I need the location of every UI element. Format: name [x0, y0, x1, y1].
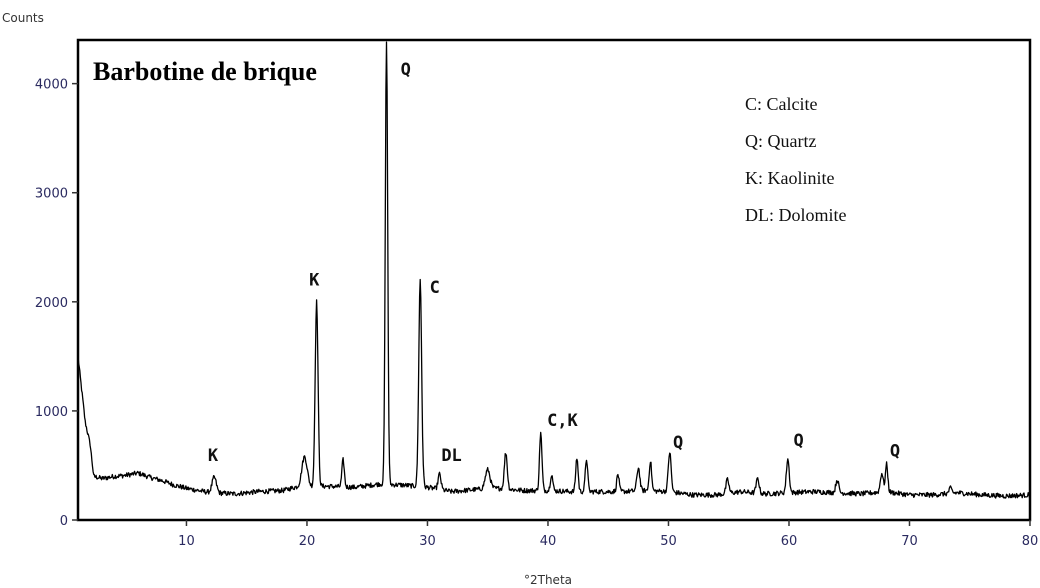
y-tick-label: 0 [60, 514, 68, 529]
legend-item: K: Kaolinite [745, 168, 834, 188]
x-axis-title: °2Theta [524, 573, 572, 587]
xrd-pattern-line [77, 41, 1031, 499]
y-tick-label: 3000 [35, 187, 68, 202]
peak-label: K [208, 446, 219, 466]
peak-label: C,K [547, 411, 578, 431]
peak-label: C [430, 278, 440, 298]
y-tick-label: 4000 [35, 78, 68, 93]
x-tick-label: 30 [419, 534, 436, 549]
peak-label: Q [673, 433, 683, 453]
plot-frame [76, 38, 1032, 522]
peak-labels: K K Q C DL C,K Q Q Q [208, 60, 900, 466]
legend-item: Q: Quartz [745, 131, 816, 151]
y-tick-label: 2000 [35, 296, 68, 311]
peak-label: Q [401, 60, 411, 80]
chart-title: Barbotine de brique [93, 57, 317, 86]
x-tick-label: 70 [901, 534, 918, 549]
x-tick-label: 60 [781, 534, 798, 549]
x-tick-label: 80 [1022, 534, 1039, 549]
y-tick-label: 1000 [35, 405, 68, 420]
peak-label: K [309, 270, 320, 290]
x-tick-label: 40 [540, 534, 557, 549]
legend: C: Calcite Q: Quartz K: Kaolinite DL: Dolom… [745, 94, 847, 225]
x-tick-label: 50 [660, 534, 677, 549]
x-tick-label: 20 [299, 534, 316, 549]
legend-item: DL: Dolomite [745, 205, 847, 225]
peak-label: Q [794, 431, 804, 451]
y-axis-title: Counts [2, 11, 44, 25]
y-ticks: 0 1000 2000 3000 4000 [35, 78, 78, 529]
x-tick-label: 10 [178, 534, 195, 549]
peak-label: Q [890, 442, 900, 462]
x-ticks: 10 20 30 40 50 60 70 80 [178, 520, 1038, 549]
peak-label: DL [441, 446, 461, 466]
legend-item: C: Calcite [745, 94, 817, 114]
